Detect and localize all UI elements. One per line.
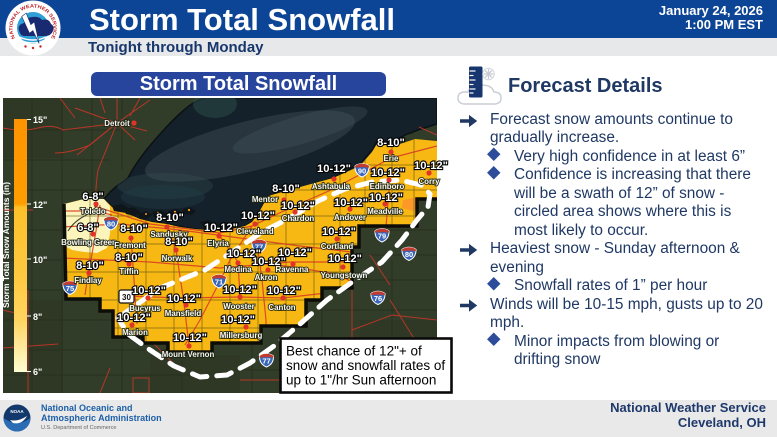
svg-text:8-10": 8-10" <box>120 223 148 235</box>
svg-text:15": 15" <box>33 115 47 125</box>
svg-text:6": 6" <box>33 367 42 377</box>
svg-text:10-12": 10-12" <box>241 210 275 222</box>
svg-text:Canton: Canton <box>268 303 295 312</box>
svg-text:Millersburg: Millersburg <box>220 331 263 340</box>
svg-text:10-12": 10-12" <box>328 253 362 265</box>
svg-text:71: 71 <box>215 278 223 287</box>
svg-text:10-12": 10-12" <box>204 222 238 234</box>
svg-text:Bucyrus: Bucyrus <box>129 304 161 313</box>
svg-text:Meadville: Meadville <box>367 207 403 216</box>
svg-text:Detroit: Detroit <box>104 119 130 128</box>
svg-text:10-12": 10-12" <box>173 332 207 344</box>
svg-text:10-12": 10-12" <box>223 284 257 296</box>
svg-text:Corry: Corry <box>418 177 440 186</box>
svg-text:NOAA: NOAA <box>10 409 24 414</box>
svg-text:80: 80 <box>405 250 413 259</box>
svg-text:Ashtabula: Ashtabula <box>312 182 351 191</box>
svg-text:8-10": 8-10" <box>115 252 143 264</box>
svg-text:Fremont: Fremont <box>114 241 146 250</box>
svg-text:Toledo: Toledo <box>80 207 105 216</box>
svg-text:10-12": 10-12" <box>117 312 151 324</box>
svg-text:Chardon: Chardon <box>282 214 315 223</box>
svg-text:snow and snowfall rates of: snow and snowfall rates of <box>286 358 445 373</box>
svg-text:10-12": 10-12" <box>132 285 166 297</box>
svg-text:76: 76 <box>374 294 382 303</box>
svg-text:Sandusky: Sandusky <box>150 230 188 239</box>
svg-text:8-10": 8-10" <box>76 260 104 272</box>
svg-text:8-10": 8-10" <box>272 183 300 195</box>
svg-text:80: 80 <box>107 220 115 229</box>
svg-text:Storm Total Snow Amounts (in): Storm Total Snow Amounts (in) <box>1 182 11 308</box>
svg-text:10-12": 10-12" <box>227 248 261 260</box>
svg-text:10-12": 10-12" <box>252 256 286 268</box>
svg-text:Ravenna: Ravenna <box>276 265 310 274</box>
svg-text:10-12": 10-12" <box>369 192 403 204</box>
svg-text:Erie: Erie <box>384 154 400 163</box>
svg-text:8-10": 8-10" <box>377 137 405 149</box>
svg-text:10-12": 10-12" <box>317 163 351 175</box>
svg-text:Andover: Andover <box>334 213 366 222</box>
svg-text:10-12": 10-12" <box>371 167 405 179</box>
svg-text:10-12": 10-12" <box>267 285 301 297</box>
svg-text:Marion: Marion <box>122 328 148 337</box>
svg-text:up to 1"/hr Sun afternoon: up to 1"/hr Sun afternoon <box>286 373 436 388</box>
svg-text:75: 75 <box>66 284 74 293</box>
svg-text:10-12": 10-12" <box>167 293 201 305</box>
svg-text:Norwalk: Norwalk <box>162 254 193 263</box>
svg-text:Findlay: Findlay <box>74 276 102 285</box>
svg-text:Best chance of 12"+ of: Best chance of 12"+ of <box>286 344 422 359</box>
svg-text:Mount Vernon: Mount Vernon <box>162 350 215 359</box>
svg-text:Mansfield: Mansfield <box>165 309 202 318</box>
svg-text:Tiffin: Tiffin <box>119 267 138 276</box>
svg-text:Cortland: Cortland <box>321 242 354 251</box>
svg-text:Cleveland: Cleveland <box>236 227 273 236</box>
svg-text:8-10": 8-10" <box>156 212 184 224</box>
svg-text:12": 12" <box>33 200 47 210</box>
svg-text:8": 8" <box>33 312 42 322</box>
svg-text:10-12": 10-12" <box>414 160 448 172</box>
svg-text:10-12": 10-12" <box>322 226 356 238</box>
svg-text:Youngstown: Youngstown <box>321 271 368 280</box>
svg-text:90: 90 <box>358 167 366 176</box>
svg-text:10-12": 10-12" <box>221 314 255 326</box>
svg-text:Edinboro: Edinboro <box>370 182 405 191</box>
svg-text:Medina: Medina <box>224 265 252 274</box>
svg-text:6-8": 6-8" <box>77 222 98 234</box>
svg-text:6-8": 6-8" <box>82 191 103 203</box>
svg-text:Wooster: Wooster <box>223 302 254 311</box>
svg-text:77: 77 <box>255 243 263 252</box>
svg-text:8-10": 8-10" <box>165 236 193 248</box>
svg-text:Bowling Green: Bowling Green <box>61 238 117 247</box>
svg-text:10": 10" <box>33 255 47 265</box>
svg-text:10-12": 10-12" <box>334 197 368 209</box>
svg-text:10-12": 10-12" <box>281 200 315 212</box>
svg-text:30: 30 <box>122 293 131 302</box>
svg-text:Elyria: Elyria <box>207 239 229 248</box>
svg-text:10-12": 10-12" <box>278 247 312 259</box>
svg-text:Mentor: Mentor <box>252 195 278 204</box>
svg-text:79: 79 <box>378 232 386 241</box>
svg-text:Akron: Akron <box>255 273 278 282</box>
svg-text:77: 77 <box>262 357 270 366</box>
